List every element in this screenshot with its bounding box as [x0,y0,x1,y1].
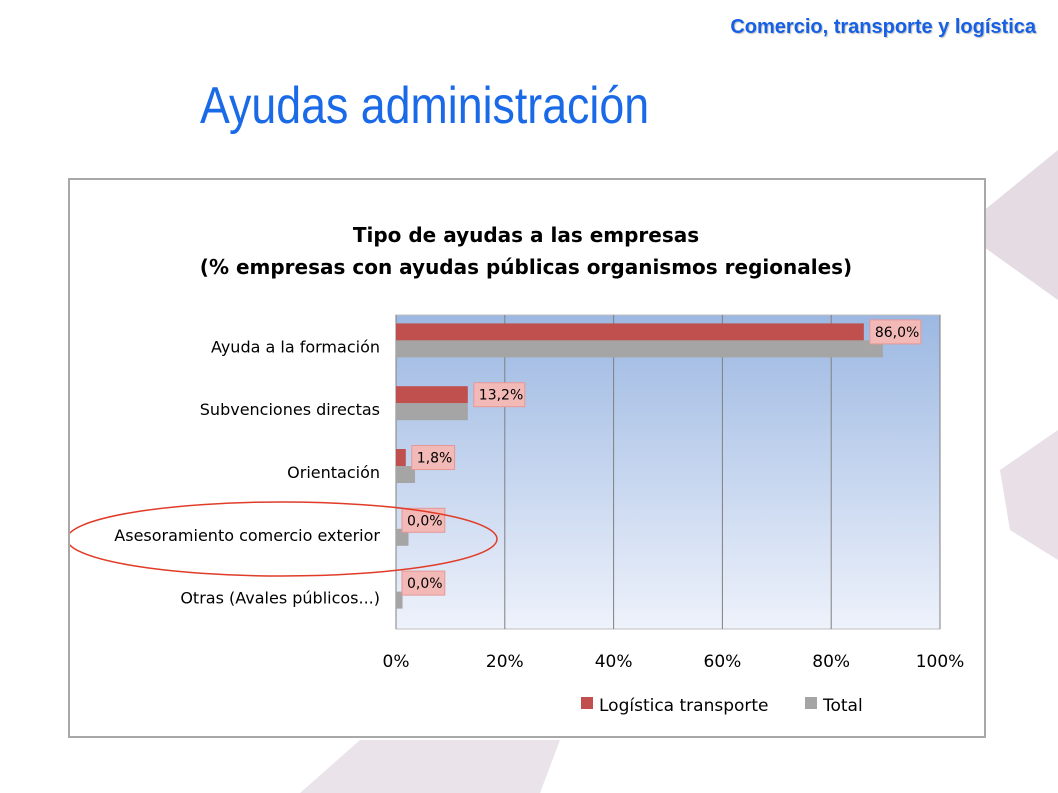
x-tick-label: 40% [595,652,633,672]
category-label: Orientación [287,463,380,482]
bar-logistica [396,323,864,341]
x-axis-ticks: 0% 20% 40% 60% 80% 100% [383,652,965,672]
x-tick-label: 80% [812,652,850,672]
data-label-box [869,319,922,345]
category-label: Asesoramiento comercio exterior [114,526,380,545]
category-label: Ayuda a la formación [211,337,380,356]
data-label: 86,0% [875,325,919,341]
category-labels: Ayuda a la formación Subvenciones directa… [114,337,380,607]
bar-total [396,403,468,421]
chart-frame: Tipo de ayudas a las empresas (% empresa… [68,178,986,738]
plot-area [395,314,941,630]
x-tick-label: 0% [383,652,410,672]
bar-total [396,591,403,609]
data-labels: 86,0% 13,2% 1,8% 0,0% 0,0% [401,319,922,596]
data-label: 13,2% [479,388,523,404]
bar-logistica [396,386,468,404]
legend-label: Logística transporte [599,696,769,716]
bar-total [396,340,883,358]
data-label-box [401,507,446,533]
chart-title-line1: Tipo de ayudas a las empresas [353,223,699,247]
x-tick-label: 20% [486,652,524,672]
bar-total [396,466,416,483]
data-label: 1,8% [417,451,453,467]
data-label-box [401,570,446,596]
bar-chart: Tipo de ayudas a las empresas (% empresa… [70,223,965,716]
x-tick-label: 100% [916,652,965,672]
legend: Logística transporte Total [581,696,863,716]
legend-swatch [805,697,817,709]
bar-logistica [396,449,406,466]
highlight-ellipse [70,501,498,577]
bars [396,323,883,609]
x-tick-label: 60% [704,652,742,672]
section-label: Comercio, transporte y logística [730,16,1036,38]
slide-title: Ayudas administración [200,77,650,135]
category-label: Subvenciones directas [200,400,380,419]
chart-title-line2: (% empresas con ayudas públicas organism… [200,255,852,279]
category-label: Otras (Avales públicos...) [180,589,380,608]
gridlines [395,315,941,629]
data-label: 0,0% [407,576,443,592]
legend-swatch [581,697,593,709]
bar-total [396,528,409,546]
data-label-box [411,445,456,470]
data-label-box [473,382,526,408]
legend-label: Total [822,696,863,716]
data-label: 0,0% [407,513,443,529]
